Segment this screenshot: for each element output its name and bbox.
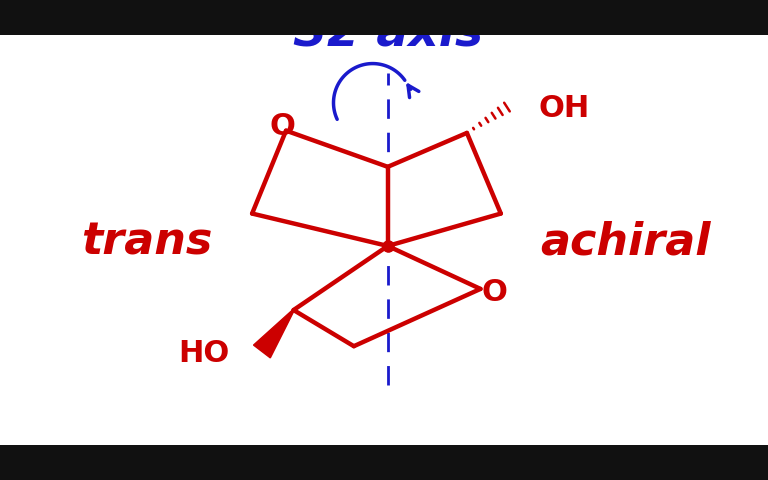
Text: O: O xyxy=(270,112,295,142)
Text: OH: OH xyxy=(538,94,590,122)
Text: trans: trans xyxy=(81,221,212,264)
Polygon shape xyxy=(253,310,294,358)
Text: HO: HO xyxy=(178,339,230,368)
Text: O: O xyxy=(481,278,507,307)
Text: S2 axis: S2 axis xyxy=(293,10,483,55)
Text: achiral: achiral xyxy=(540,221,710,264)
